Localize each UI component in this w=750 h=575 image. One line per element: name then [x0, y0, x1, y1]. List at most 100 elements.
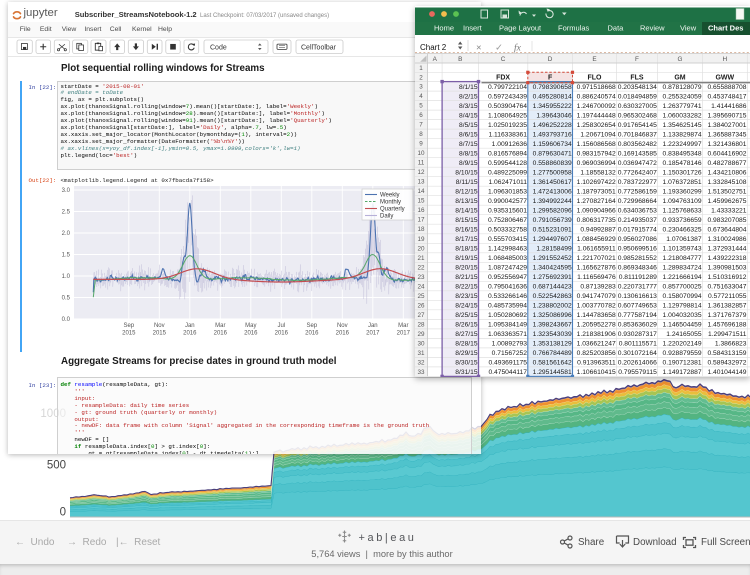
svg-text:1.246700092: 1.246700092: [577, 103, 616, 110]
svg-text:1.238802002: 1.238802002: [533, 303, 572, 310]
svg-text:0.766784489: 0.766784489: [533, 350, 572, 357]
svg-text:27: 27: [417, 312, 425, 319]
svg-text:8/15/15: 8/15/15: [455, 217, 478, 224]
svg-text:0.634036753: 0.634036753: [618, 207, 657, 214]
svg-text:1.263779741: 1.263779741: [663, 103, 702, 110]
svg-text:11: 11: [418, 160, 425, 167]
svg-text:0.503332758: 0.503332758: [488, 226, 527, 233]
svg-text:1.457696188: 1.457696188: [707, 322, 746, 329]
svg-text:12: 12: [417, 169, 425, 176]
svg-text:0.772642407: 0.772642407: [618, 169, 657, 176]
svg-text:0.729968664: 0.729968664: [618, 198, 657, 205]
svg-text:0.983207085: 0.983207085: [707, 217, 746, 224]
svg-text:GWW: GWW: [715, 75, 734, 82]
svg-text:1.321436801: 1.321436801: [707, 141, 746, 148]
svg-text:1.275692391: 1.275692391: [533, 274, 572, 281]
svg-text:24: 24: [417, 283, 425, 290]
svg-text:1.20671094: 1.20671094: [580, 131, 616, 138]
svg-text:8/2/15: 8/2/15: [459, 93, 478, 100]
svg-text:Monthly: Monthly: [380, 200, 401, 206]
svg-text:0.190712381: 0.190712381: [663, 360, 702, 367]
svg-text:2016: 2016: [336, 331, 350, 337]
svg-text:8/19/15: 8/19/15: [455, 255, 478, 262]
svg-text:1.088456929: 1.088456929: [577, 236, 616, 243]
svg-text:1.340424595: 1.340424595: [533, 265, 572, 272]
svg-text:8/26/15: 8/26/15: [455, 322, 478, 329]
svg-text:0.489225099: 0.489225099: [488, 169, 527, 176]
svg-text:0.825203856: 0.825203856: [577, 350, 616, 357]
svg-text:0.752806467: 0.752806467: [488, 217, 527, 224]
svg-text:0.495280814: 0.495280814: [533, 93, 572, 100]
svg-text:0.853636029: 0.853636029: [618, 322, 657, 329]
svg-text:1.068485003: 1.068485003: [488, 255, 527, 262]
svg-text:1.094763109: 1.094763109: [663, 198, 702, 205]
svg-text:2017: 2017: [366, 331, 380, 337]
svg-text:0.806317735: 0.806317735: [577, 217, 616, 224]
svg-text:Mar: Mar: [398, 323, 408, 329]
svg-text:0.577211055: 0.577211055: [708, 293, 747, 300]
svg-text:1.291552452: 1.291552452: [533, 255, 572, 262]
svg-text:0.453748417: 0.453748417: [707, 93, 746, 100]
svg-text:16: 16: [417, 207, 425, 214]
svg-text:8/16/15: 8/16/15: [455, 226, 478, 233]
svg-text:1.353138129: 1.353138129: [533, 341, 572, 348]
svg-text:0.604416902: 0.604416902: [707, 150, 746, 157]
svg-text:1: 1: [419, 65, 423, 72]
svg-text:1.24165055: 1.24165055: [666, 331, 702, 338]
svg-text:0.701846837: 0.701846837: [618, 131, 657, 138]
svg-text:May: May: [245, 323, 256, 329]
svg-text:4: 4: [419, 93, 423, 100]
svg-text:0.94992887: 0.94992887: [580, 226, 616, 233]
svg-text:1.493793716: 1.493793716: [533, 131, 572, 138]
svg-text:2016: 2016: [305, 331, 319, 337]
svg-text:1.299582096: 1.299582096: [533, 207, 572, 214]
svg-text:1.101359743: 1.101359743: [663, 246, 702, 253]
svg-text:F: F: [548, 75, 553, 82]
svg-text:1.223249997: 1.223249997: [663, 141, 702, 148]
svg-text:0.599544128: 0.599544128: [488, 160, 527, 167]
svg-text:8/23/15: 8/23/15: [455, 293, 478, 300]
svg-text:0.485735994: 0.485735994: [488, 303, 527, 310]
svg-text:8/18/15: 8/18/15: [455, 246, 478, 253]
svg-text:1.28158499: 1.28158499: [536, 246, 572, 253]
svg-text:1.102697422: 1.102697422: [577, 179, 616, 186]
svg-text:1.270827164: 1.270827164: [577, 198, 616, 205]
svg-text:0.801115571: 0.801115571: [619, 341, 657, 348]
svg-text:Daily: Daily: [380, 214, 393, 220]
svg-text:5: 5: [419, 103, 423, 110]
svg-text:0.879630471: 0.879630471: [533, 150, 572, 157]
svg-text:0.71567252: 0.71567252: [492, 350, 528, 357]
svg-text:0.971518668: 0.971518668: [577, 84, 616, 91]
svg-text:1.365887345: 1.365887345: [707, 131, 746, 138]
svg-text:31: 31: [417, 350, 425, 357]
svg-text:10: 10: [417, 150, 425, 157]
svg-text:1.401044149: 1.401044149: [707, 369, 746, 376]
svg-text:500: 500: [47, 459, 66, 471]
svg-text:18: 18: [417, 226, 425, 233]
svg-text:2015: 2015: [122, 331, 136, 337]
svg-text:1.39643046: 1.39643046: [536, 112, 572, 119]
svg-text:Jan: Jan: [368, 323, 378, 329]
svg-text:0.533266146: 0.533266146: [488, 293, 527, 300]
svg-text:0.983157942: 0.983157942: [577, 150, 616, 157]
svg-text:1.5: 1.5: [62, 253, 71, 259]
svg-text:Weekly: Weekly: [380, 193, 400, 199]
svg-text:F: F: [635, 56, 639, 63]
svg-text:8/10/15: 8/10/15: [455, 169, 478, 176]
svg-text:0.950699516: 0.950699516: [618, 246, 657, 253]
svg-text:0.655888708: 0.655888708: [707, 84, 746, 91]
svg-text:0.630327005: 0.630327005: [618, 103, 657, 110]
svg-text:0: 0: [60, 506, 66, 518]
svg-text:Jul: Jul: [277, 323, 285, 329]
svg-text:1.087247429: 1.087247429: [488, 265, 527, 272]
svg-text:1.384027001: 1.384027001: [707, 122, 746, 129]
svg-text:0.475044117: 0.475044117: [488, 369, 527, 376]
svg-text:1.146504459: 1.146504459: [663, 322, 702, 329]
svg-text:0.220731777: 0.220731777: [618, 284, 657, 291]
svg-text:View: View: [680, 24, 697, 33]
svg-text:0.799722104: 0.799722104: [488, 84, 527, 91]
svg-text:1.07061387: 1.07061387: [666, 236, 702, 243]
svg-text:1.323543039: 1.323543039: [533, 331, 572, 338]
svg-text:0.581561642: 0.581561642: [533, 360, 572, 367]
svg-text:1.371767379: 1.371767379: [707, 312, 746, 319]
